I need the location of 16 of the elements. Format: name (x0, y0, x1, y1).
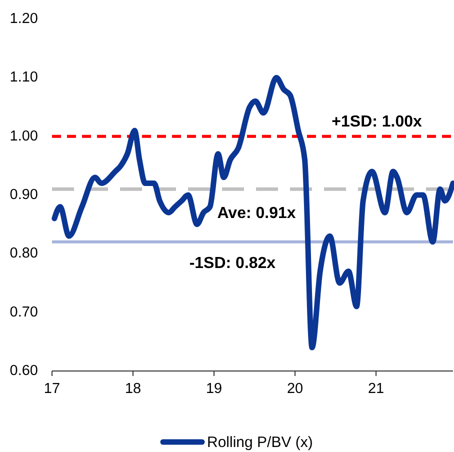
y-tick-label: 0.60 (10, 363, 38, 379)
x-tick-label: 21 (368, 381, 384, 397)
legend-label: Rolling P/BV (x) (207, 434, 313, 450)
ref-line-label: Ave: 0.91x (217, 204, 296, 222)
ref-line-label: -1SD: 0.82x (189, 254, 276, 272)
y-tick-label: 0.70 (10, 304, 38, 320)
y-tick-label: 0.90 (10, 187, 38, 203)
y-tick-label: 1.20 (10, 11, 38, 27)
x-tick-label: 20 (286, 381, 304, 397)
x-tick-label: 18 (124, 381, 142, 397)
x-tick-label: 17 (44, 381, 60, 397)
ref-line-label: +1SD: 1.00x (332, 112, 422, 130)
y-tick-label: 1.00 (10, 128, 38, 144)
y-tick-label: 1.10 (10, 70, 38, 86)
y-tick-label: 0.80 (10, 246, 38, 262)
x-tick-label: 19 (206, 381, 222, 397)
